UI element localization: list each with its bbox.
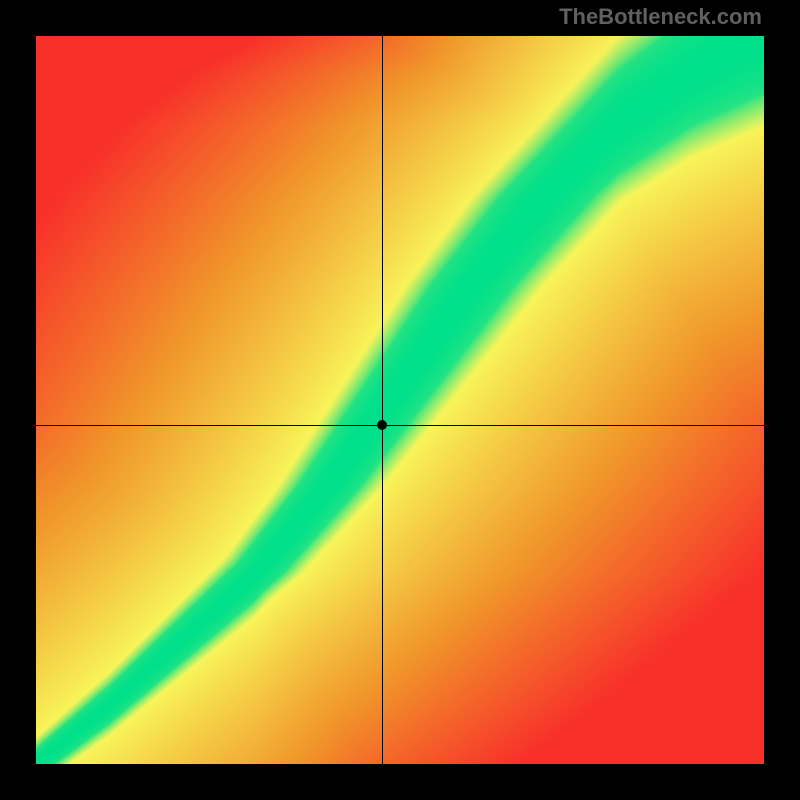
bottleneck-heatmap [36, 36, 764, 764]
crosshair-vertical [382, 36, 383, 764]
crosshair-horizontal [36, 425, 764, 426]
watermark-text: TheBottleneck.com [559, 4, 762, 30]
